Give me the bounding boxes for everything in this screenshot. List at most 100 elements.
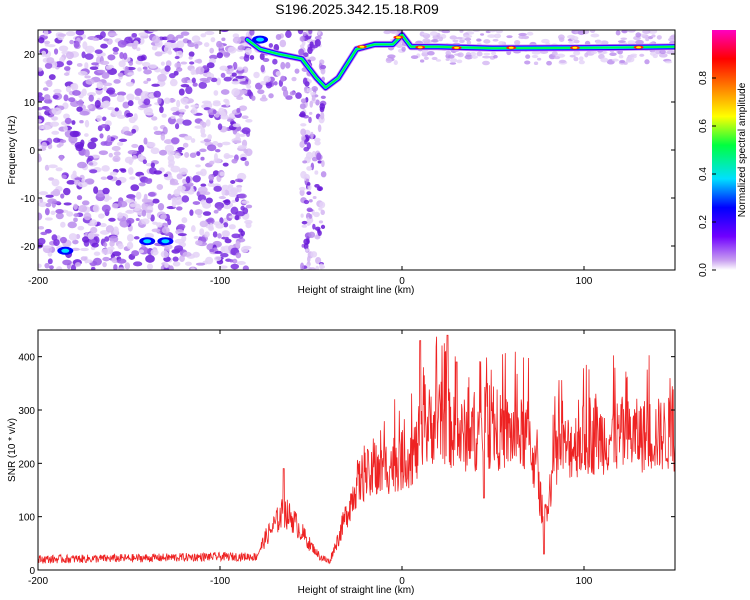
- heatmap-cell: [165, 60, 172, 67]
- heatmap-cell: [301, 224, 308, 228]
- heatmap-cell: [421, 49, 429, 54]
- heatmap-cell: [77, 181, 88, 188]
- heatmap-cell: [559, 59, 567, 64]
- heatmap-cell: [143, 69, 152, 75]
- heatmap-cell: [321, 160, 325, 168]
- heatmap-cell: [147, 30, 158, 33]
- heatmap-cell: [308, 199, 313, 203]
- heatmap-cell: [174, 62, 182, 69]
- heatmap-cell: [72, 239, 79, 245]
- heatmap-cell: [143, 137, 148, 145]
- heatmap-cell: [116, 114, 126, 119]
- heatmap-cell: [124, 156, 134, 164]
- heatmap-cell: [185, 182, 194, 187]
- heatmap-cell: [655, 49, 661, 55]
- heatmap-cell: [169, 182, 180, 186]
- heatmap-cell: [179, 255, 185, 262]
- heatmap-cell: [117, 72, 124, 77]
- heatmap-cell: [553, 56, 561, 60]
- heatmap-cell: [232, 140, 242, 144]
- heatmap-cell: [314, 170, 319, 175]
- heatmap-cell: [630, 53, 638, 57]
- heatmap-cell: [138, 249, 145, 254]
- heatmap-cell: [99, 60, 110, 66]
- colorbar-ticks: 0.0 0.2 0.4 0.6 0.8: [698, 71, 716, 277]
- heatmap-cell: [315, 256, 322, 265]
- heatmap-cell: [77, 161, 87, 169]
- heatmap-cell: [300, 170, 307, 179]
- heatmap-cell: [304, 139, 308, 145]
- heatmap-cell: [314, 39, 321, 47]
- y-tick-label: -10: [21, 194, 36, 205]
- heatmap-cell: [213, 221, 221, 226]
- heatmap-cell: [232, 258, 238, 264]
- heatmap-cell: [234, 178, 243, 183]
- heatmap-cell: [664, 60, 673, 64]
- heatmap-cell: [320, 171, 327, 178]
- heatmap-cell: [245, 118, 253, 123]
- heatmap-cell: [445, 58, 450, 61]
- heatmap-cell: [38, 154, 42, 162]
- heatmap-cell: [150, 214, 155, 222]
- heatmap-cell: [438, 36, 444, 42]
- heatmap-cell: [139, 104, 149, 109]
- heatmap-cell: [56, 266, 63, 270]
- heatmap-cell: [196, 151, 201, 157]
- heatmap-cell: [146, 77, 152, 82]
- heatmap-cell: [455, 36, 463, 40]
- heatmap-cell: [249, 55, 255, 61]
- heatmap-cell: [162, 126, 168, 135]
- heatmap-cell: [192, 251, 200, 258]
- heatmap-cell: [38, 67, 43, 72]
- heatmap-cell: [385, 57, 393, 64]
- hot-spot: [417, 46, 423, 49]
- x-tick-label: -100: [210, 276, 230, 287]
- heatmap-cell: [38, 92, 43, 97]
- heatmap-cell: [53, 88, 62, 94]
- heatmap-cell: [526, 31, 534, 36]
- heatmap-cell: [312, 195, 317, 200]
- heatmap-cell: [151, 45, 158, 51]
- heatmap-cell: [483, 39, 491, 44]
- heatmap-cell: [79, 110, 90, 116]
- heatmap-cell: [463, 34, 473, 39]
- heatmap-cell: [573, 56, 579, 62]
- heatmap-cell: [244, 47, 252, 55]
- heatmap-cell: [205, 256, 214, 265]
- heatmap-cell: [177, 223, 186, 230]
- heatmap-cell: [63, 113, 70, 120]
- heatmap-cell: [573, 39, 580, 44]
- heatmap-cell: [63, 187, 71, 196]
- heatmap-cell: [38, 226, 45, 230]
- heatmap-cell: [131, 32, 138, 38]
- heatmap-cell: [170, 115, 176, 119]
- heatmap-cell: [153, 130, 163, 136]
- heatmap-cell: [306, 208, 314, 212]
- heatmap-cell: [470, 51, 477, 57]
- heatmap-cell: [56, 144, 62, 148]
- heatmap-cell: [127, 167, 134, 175]
- heatmap-cell: [568, 40, 575, 44]
- heatmap-cell: [300, 128, 307, 136]
- heatmap-cell: [423, 56, 429, 61]
- heatmap-cell: [84, 133, 89, 137]
- heatmap-cell: [238, 105, 248, 111]
- heatmap-cell: [307, 46, 313, 55]
- heatmap-cell: [147, 192, 156, 197]
- heatmap-cell: [237, 45, 246, 51]
- heatmap-cell: [129, 176, 136, 180]
- heatmap-cell: [212, 101, 222, 107]
- heatmap-cell: [157, 202, 165, 211]
- heatmap-cell: [88, 162, 94, 166]
- heatmap-cell: [126, 241, 134, 250]
- heatmap-cell: [223, 98, 229, 103]
- heatmap-cell: [131, 250, 140, 257]
- heatmap-cell: [216, 40, 223, 48]
- heatmap-cell: [180, 61, 188, 65]
- heatmap-cell: [153, 90, 161, 98]
- heatmap-cell: [650, 51, 657, 56]
- heatmap-cell: [302, 77, 308, 85]
- heatmap-cell: [142, 159, 147, 165]
- heatmap-cell: [236, 107, 241, 113]
- heatmap-cell: [401, 46, 406, 52]
